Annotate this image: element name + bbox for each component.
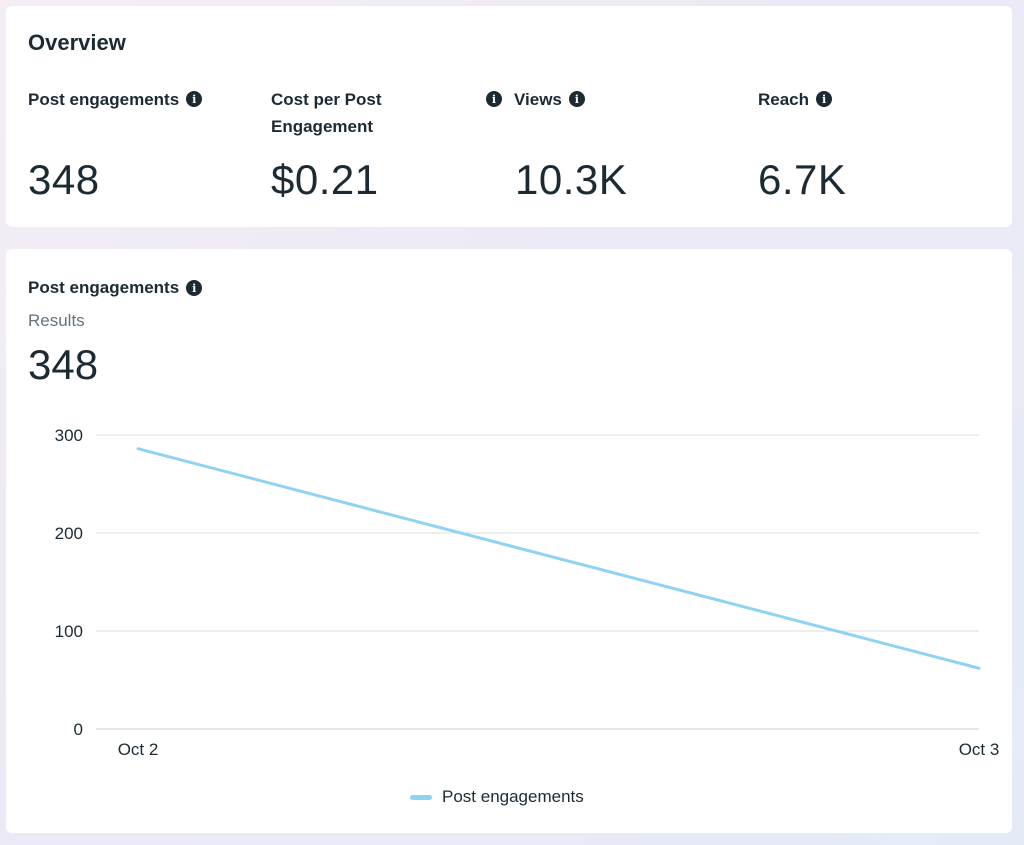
metric-cost-per-engagement: Cost per Post Engagement $0.21 (271, 86, 421, 201)
info-icon[interactable]: i (816, 91, 833, 107)
y-tick-label: 300 (55, 426, 83, 445)
legend-swatch (410, 794, 432, 800)
y-tick-label: 100 (55, 622, 83, 641)
metric-label: Cost per Post Engagement (271, 90, 382, 136)
metric-label: Views (514, 90, 562, 109)
series-line (136, 447, 981, 670)
y-tick-label: 200 (55, 524, 83, 543)
info-icon[interactable]: i (486, 91, 502, 107)
metric-views: i Views i 10.3K (486, 86, 627, 201)
chart-legend[interactable]: Post engagements (410, 787, 584, 807)
post-engagements-card: Post engagements i Results 348 0 100 200 30… (6, 249, 1012, 833)
section-title: Post engagements i (28, 277, 203, 299)
info-icon[interactable]: i (568, 91, 585, 107)
metric-label: Reach (758, 90, 810, 109)
metric-label: Post engagements (28, 90, 180, 109)
info-icon[interactable]: i (186, 280, 203, 296)
x-tick-label: Oct 3 (959, 740, 1000, 759)
line-chart: 0 100 200 300 Oct 2 Oct 3 (55, 426, 1000, 759)
metric-value: $0.21 (271, 156, 379, 203)
metric-post-engagements: Post engagements i 348 (28, 86, 203, 201)
overview-card: Overview Post engagements i 348 Cost per… (6, 6, 1012, 227)
y-tick-label: 0 (74, 720, 83, 739)
x-tick-label: Oct 2 (118, 740, 159, 759)
metric-value: 10.3K (515, 156, 628, 203)
metric-value: 348 (28, 156, 100, 203)
info-icon[interactable]: i (186, 91, 203, 107)
results-value: 348 (28, 341, 99, 388)
section-title-text: Post engagements (28, 278, 180, 297)
metric-reach: Reach i 6.7K (758, 86, 846, 201)
legend-label: Post engagements (442, 787, 584, 806)
overview-title: Overview (28, 30, 126, 55)
results-label: Results (28, 311, 85, 330)
metric-value: 6.7K (758, 156, 847, 203)
